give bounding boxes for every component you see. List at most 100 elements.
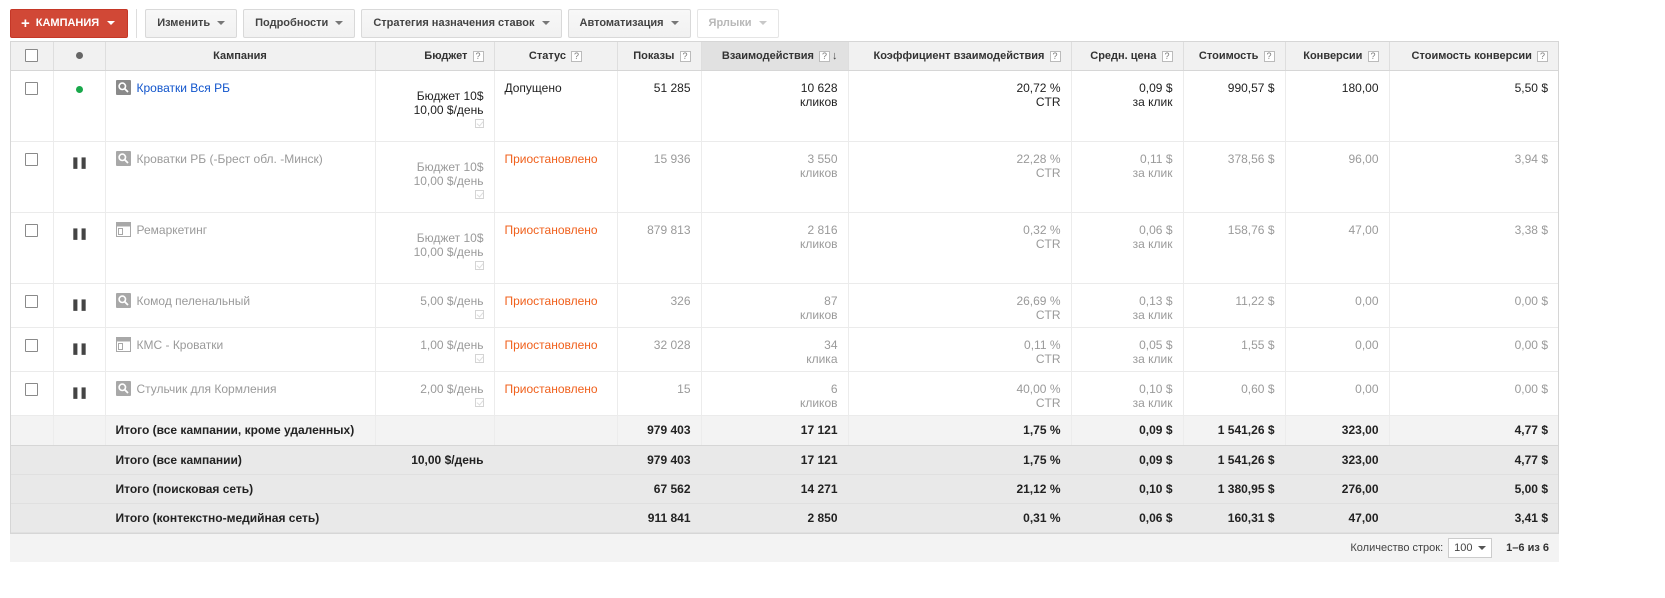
- row-checkbox-cell[interactable]: [11, 212, 54, 284]
- budget-amount: 5,00 $/день: [420, 293, 484, 308]
- budget-edit-icon[interactable]: [474, 260, 484, 270]
- budget-cell[interactable]: Бюджет 10$ 10,00 $/день: [375, 212, 495, 284]
- row-status-indicator[interactable]: ❚❚: [53, 327, 106, 372]
- add-campaign-button[interactable]: + КАМПАНИЯ: [10, 8, 129, 38]
- automation-button[interactable]: Автоматизация: [567, 8, 691, 38]
- help-icon[interactable]: ?: [1537, 50, 1548, 62]
- help-icon[interactable]: ?: [819, 50, 830, 62]
- budget-edit-icon[interactable]: [474, 353, 484, 363]
- select-all-checkbox[interactable]: [25, 49, 39, 63]
- row-checkbox-cell[interactable]: [11, 141, 54, 213]
- totals-rate: 1,75 %: [848, 415, 1072, 446]
- help-icon[interactable]: ?: [472, 50, 484, 62]
- table-row[interactable]: ❚❚ Ремаркетинг Бюджет 10$ 10,00 $/день Приос…: [11, 212, 1558, 284]
- budget-cell[interactable]: 2,00 $/день: [375, 371, 495, 416]
- budget-amount: 10,00 $/день: [413, 173, 484, 188]
- col-avg-cost[interactable]: Средн. цена ?: [1071, 42, 1184, 71]
- bid-strategy-button[interactable]: Стратегия назначения ставок: [361, 8, 562, 38]
- row-checkbox[interactable]: [25, 223, 39, 237]
- totals-interactions: 17 121: [701, 415, 849, 446]
- cost-cell: 1,55 $: [1183, 327, 1286, 372]
- col-interaction-rate[interactable]: Коэффициент взаимодействия ?: [848, 42, 1072, 71]
- row-checkbox-cell[interactable]: [11, 283, 54, 328]
- status-dot-header[interactable]: [53, 42, 106, 71]
- row-checkbox[interactable]: [25, 294, 39, 308]
- campaign-link[interactable]: Комод пеленальный: [136, 293, 251, 308]
- budget-name: Бюджет 10$: [416, 230, 484, 245]
- totals-conversions: 47,00: [1285, 503, 1390, 533]
- row-status-indicator[interactable]: [53, 70, 106, 142]
- help-icon[interactable]: ?: [1367, 50, 1379, 62]
- interactions-unit: кликов: [799, 395, 838, 410]
- budget-edit-icon[interactable]: [474, 397, 484, 407]
- labels-button[interactable]: Ярлыки: [696, 8, 779, 38]
- interactions-value: 34: [824, 337, 838, 352]
- row-checkbox-cell[interactable]: [11, 70, 54, 142]
- budget-edit-icon[interactable]: [474, 189, 484, 199]
- table-row[interactable]: ❚❚ Кроватки РБ (-Брест обл. -Минск) Бюджет…: [11, 141, 1558, 213]
- row-checkbox[interactable]: [25, 382, 39, 396]
- table-row[interactable]: ❚❚ Комод пеленальный 5,00 $/день Приостанов…: [11, 283, 1558, 328]
- campaign-link[interactable]: Кроватки Вся РБ: [136, 80, 231, 95]
- help-icon[interactable]: ?: [1161, 50, 1173, 62]
- avg-cost-value: 0,06 $: [1139, 222, 1173, 237]
- col-impressions[interactable]: Показы ?: [617, 42, 702, 71]
- cost-per-conv-cell: 0,00 $: [1389, 283, 1558, 328]
- totals-interactions: 17 121: [701, 444, 849, 475]
- budget-cell[interactable]: 5,00 $/день: [375, 283, 495, 328]
- row-checkbox[interactable]: [25, 81, 39, 95]
- row-checkbox[interactable]: [25, 338, 39, 352]
- row-checkbox[interactable]: [25, 152, 39, 166]
- help-icon[interactable]: ?: [1263, 50, 1275, 62]
- col-interactions[interactable]: Взаимодействия ? ↓: [701, 42, 849, 71]
- help-icon[interactable]: ?: [679, 50, 691, 62]
- budget-amount: 10,00 $/день: [413, 102, 484, 117]
- col-conversions[interactable]: Конверсии ?: [1285, 42, 1390, 71]
- avg-cost-value: 0,09 $: [1139, 80, 1173, 95]
- table-row[interactable]: ❚❚ Стульчик для Кормления 2,00 $/день Приос…: [11, 371, 1558, 416]
- col-budget-label: Бюджет: [424, 49, 468, 62]
- col-cost-per-conv[interactable]: Стоимость конверсии ?: [1389, 42, 1558, 71]
- col-cost[interactable]: Стоимость ?: [1183, 42, 1286, 71]
- totals-empty-cell: [11, 474, 54, 504]
- help-icon[interactable]: ?: [1049, 50, 1061, 62]
- plus-icon: +: [21, 14, 30, 32]
- row-status-indicator[interactable]: ❚❚: [53, 212, 106, 284]
- interactions-cell: 87 кликов: [701, 283, 849, 328]
- budget-edit-icon[interactable]: [474, 309, 484, 319]
- totals-empty-cell: [11, 444, 54, 475]
- edit-button[interactable]: Изменить: [145, 8, 238, 38]
- budget-cell[interactable]: 1,00 $/день: [375, 327, 495, 372]
- details-button[interactable]: Подробности: [243, 8, 356, 38]
- interactions-cell: 2 816 кликов: [701, 212, 849, 284]
- col-status[interactable]: Статус ?: [494, 42, 618, 71]
- row-checkbox-cell[interactable]: [11, 327, 54, 372]
- row-status-indicator[interactable]: ❚❚: [53, 141, 106, 213]
- row-checkbox-cell[interactable]: [11, 371, 54, 416]
- col-budget[interactable]: Бюджет ?: [375, 42, 495, 71]
- campaign-link[interactable]: Кроватки РБ (-Брест обл. -Минск): [136, 151, 323, 166]
- col-campaign[interactable]: Кампания: [105, 42, 376, 71]
- rate-value: 40,00 %: [1016, 381, 1061, 396]
- totals-avg-cost: 0,09 $: [1071, 444, 1184, 475]
- col-campaign-label: Кампания: [213, 49, 267, 62]
- rows-per-page-select[interactable]: 100: [1448, 538, 1493, 558]
- totals-avg-cost: 0,06 $: [1071, 503, 1184, 533]
- row-status-indicator[interactable]: ❚❚: [53, 283, 106, 328]
- budget-cell[interactable]: Бюджет 10$ 10,00 $/день: [375, 141, 495, 213]
- search-icon: [115, 292, 131, 308]
- row-status-indicator[interactable]: ❚❚: [53, 371, 106, 416]
- help-icon[interactable]: ?: [571, 50, 583, 62]
- cost-per-conv-cell: 0,00 $: [1389, 371, 1558, 416]
- cost-cell: 0,60 $: [1183, 371, 1286, 416]
- avg-cost-value: 0,13 $: [1139, 293, 1173, 308]
- campaign-cell: Кроватки РБ (-Брест обл. -Минск): [105, 141, 376, 213]
- select-all-checkbox-cell[interactable]: [11, 42, 54, 71]
- table-row[interactable]: ❚❚ КМС - Кроватки 1,00 $/день Приостановлен…: [11, 327, 1558, 372]
- table-row[interactable]: Кроватки Вся РБ Бюджет 10$ 10,00 $/день Доп…: [11, 70, 1558, 142]
- campaign-link[interactable]: КМС - Кроватки: [136, 337, 224, 352]
- campaign-link[interactable]: Ремаркетинг: [136, 222, 208, 237]
- budget-edit-icon[interactable]: [474, 118, 484, 128]
- budget-cell[interactable]: Бюджет 10$ 10,00 $/день: [375, 70, 495, 142]
- campaign-link[interactable]: Стульчик для Кормления: [136, 381, 277, 396]
